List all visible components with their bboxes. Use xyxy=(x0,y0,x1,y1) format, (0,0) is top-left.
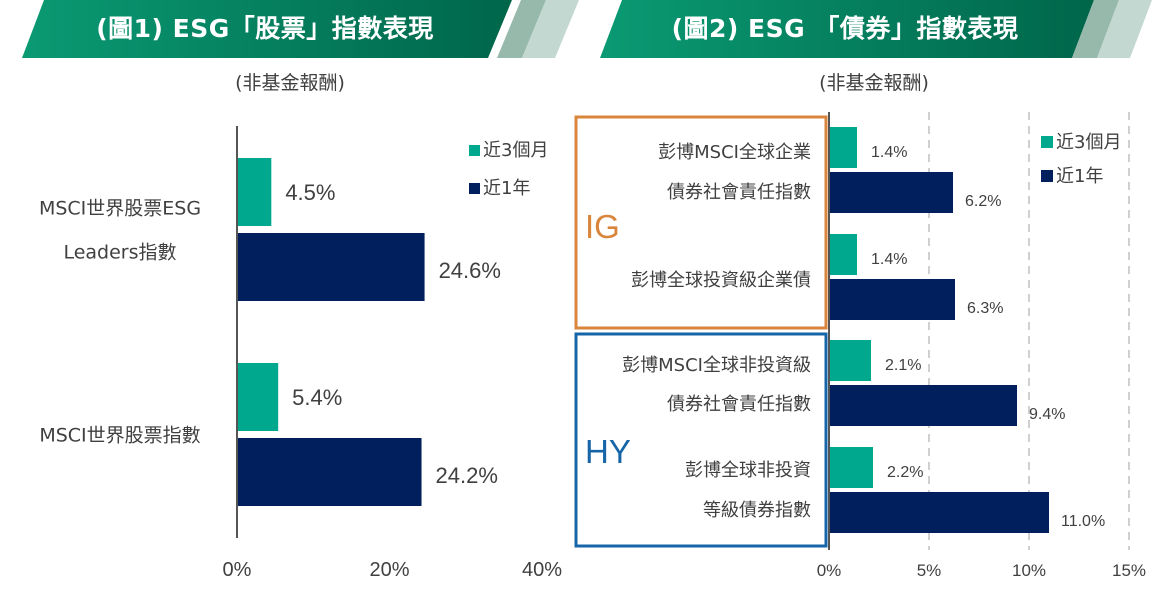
group-box-hy xyxy=(574,332,828,548)
data-label: 2.2% xyxy=(887,464,923,481)
legend-label: 近1年 xyxy=(1056,166,1103,187)
legend-swatch-1 xyxy=(469,183,480,194)
data-label: 24.2% xyxy=(436,463,498,488)
bar-1y-0 xyxy=(829,172,953,213)
bar-3m-0 xyxy=(237,158,272,226)
data-label: 4.5% xyxy=(285,180,335,205)
data-label: 11.0% xyxy=(1061,513,1105,530)
group-box-ig xyxy=(574,115,828,330)
bar-1y-2 xyxy=(829,385,1017,426)
x-tick-label: 0% xyxy=(817,561,842,580)
bar-1y-1 xyxy=(829,279,955,320)
x-tick-label: 15% xyxy=(1112,561,1146,580)
bar-3m-2 xyxy=(829,340,871,381)
category-label: MSCI世界股票指數 xyxy=(39,425,200,447)
chart1-title: (圖1) ESG「股票」指數表現 xyxy=(96,14,434,43)
bar-1y-1 xyxy=(237,438,422,506)
bar-1y-3 xyxy=(829,492,1049,533)
category-label: 彭博MSCI全球企業 xyxy=(658,142,811,163)
chart1-equity-bar-chart: 4.5% 24.6% 5.4% 24.2% MSCI世界股票ESG Leaders指數 M… xyxy=(39,126,562,581)
chart1-subtitle: (非基金報酬) xyxy=(235,72,345,94)
chart2-bond-bar-chart: IG HY 1.4% 6.2% 1.4% 6.3% 2.1% 9.4% 2.2% 11.0% 彭… xyxy=(574,112,1146,580)
category-label: MSCI世界股票ESG xyxy=(39,198,201,220)
x-tick-label: 10% xyxy=(1012,561,1046,580)
data-label: 6.3% xyxy=(967,300,1003,317)
banner-stripes-decoration xyxy=(600,0,1152,58)
data-label: 2.1% xyxy=(885,357,921,374)
group-label-ig: IG xyxy=(585,208,620,245)
chart2-subtitle: (非基金報酬) xyxy=(819,72,929,94)
x-tick-label: 20% xyxy=(369,559,409,581)
data-label: 6.2% xyxy=(965,193,1001,210)
bar-3m-1 xyxy=(237,363,279,431)
category-label: 等級債券指數 xyxy=(703,500,811,521)
bar-3m-3 xyxy=(829,447,873,488)
category-label: 債券社會責任指數 xyxy=(667,182,811,203)
group-label-hy: HY xyxy=(585,433,631,470)
bar-1y-0 xyxy=(237,233,425,301)
legend-swatch-1 xyxy=(1041,170,1053,182)
category-label: 彭博全球非投資 xyxy=(685,460,811,481)
data-label: 1.4% xyxy=(871,251,907,268)
legend-label: 近3個月 xyxy=(483,140,548,161)
legend-swatch-0 xyxy=(469,145,480,156)
x-tick-label: 40% xyxy=(522,559,562,581)
chart2-title: (圖2) ESG 「債券」指數表現 xyxy=(671,14,1019,43)
legend-label: 近3個月 xyxy=(1056,132,1121,153)
bar-3m-0 xyxy=(829,127,857,168)
category-label: 彭博全球投資級企業債 xyxy=(631,270,811,291)
category-label: 彭博MSCI全球非投資級 xyxy=(622,355,811,376)
data-label: 9.4% xyxy=(1029,406,1065,423)
category-label: Leaders指數 xyxy=(63,242,176,264)
x-tick-label: 5% xyxy=(917,561,942,580)
banner-stripes-decoration xyxy=(22,0,579,58)
chart2-banner: (圖2) ESG 「債券」指數表現 xyxy=(584,0,1168,58)
legend-label: 近1年 xyxy=(483,178,530,199)
legend-swatch-0 xyxy=(1041,136,1053,148)
bar-3m-1 xyxy=(829,234,857,275)
data-label: 5.4% xyxy=(292,385,342,410)
data-label: 24.6% xyxy=(439,258,501,283)
category-label: 債券社會責任指數 xyxy=(667,394,811,415)
x-tick-label: 0% xyxy=(223,559,252,581)
chart1-banner: (圖1) ESG「股票」指數表現 xyxy=(0,0,584,58)
data-label: 1.4% xyxy=(871,144,907,161)
